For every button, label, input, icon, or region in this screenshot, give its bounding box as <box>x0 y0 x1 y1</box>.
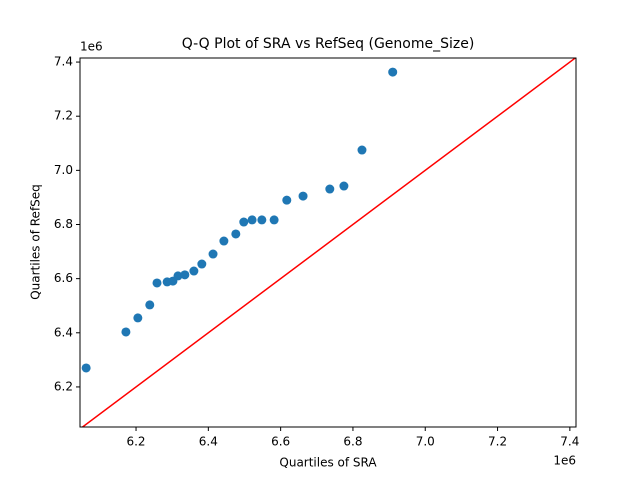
plot-frame <box>79 57 577 428</box>
point <box>325 184 335 194</box>
point <box>208 249 218 259</box>
y-tick-label: 6.6 <box>54 271 73 285</box>
x-offset-label: 1e6 <box>553 454 576 468</box>
point <box>239 217 249 227</box>
point <box>133 313 143 323</box>
point <box>121 327 131 337</box>
point <box>282 195 292 205</box>
x-tick-label: 7.0 <box>416 435 435 449</box>
point <box>298 191 308 201</box>
x-tick-label: 6.8 <box>343 435 362 449</box>
x-tick-label: 6.4 <box>199 435 218 449</box>
x-tick-label: 6.2 <box>126 435 145 449</box>
reference-line <box>81 58 576 427</box>
x-tick-label: 7.4 <box>560 435 579 449</box>
point <box>81 363 91 373</box>
point <box>180 270 190 280</box>
point <box>339 181 349 191</box>
point <box>247 215 257 225</box>
point <box>152 278 162 288</box>
point <box>257 215 267 225</box>
y-tick-label: 6.4 <box>54 325 73 339</box>
y-offset-label: 1e6 <box>80 40 103 54</box>
point <box>197 259 207 269</box>
x-axis-label: Quartiles of SRA <box>279 456 377 470</box>
point <box>388 67 398 77</box>
point <box>269 215 279 225</box>
point <box>219 236 229 246</box>
point <box>145 300 155 310</box>
y-tick-label: 7.4 <box>54 55 73 69</box>
y-tick-label: 7.2 <box>54 109 73 123</box>
point <box>357 145 367 155</box>
x-tick-label: 7.2 <box>488 435 507 449</box>
point <box>231 229 241 239</box>
chart-title: Q-Q Plot of SRA vs RefSeq (Genome_Size) <box>182 36 475 52</box>
x-tick-label: 6.6 <box>271 435 290 449</box>
point <box>189 266 199 276</box>
point <box>173 271 183 281</box>
y-tick-label: 6.2 <box>54 379 73 393</box>
y-tick-label: 7.0 <box>54 163 73 177</box>
y-axis-label: Quartiles of RefSeq <box>29 184 43 300</box>
y-tick-label: 6.8 <box>54 217 73 231</box>
